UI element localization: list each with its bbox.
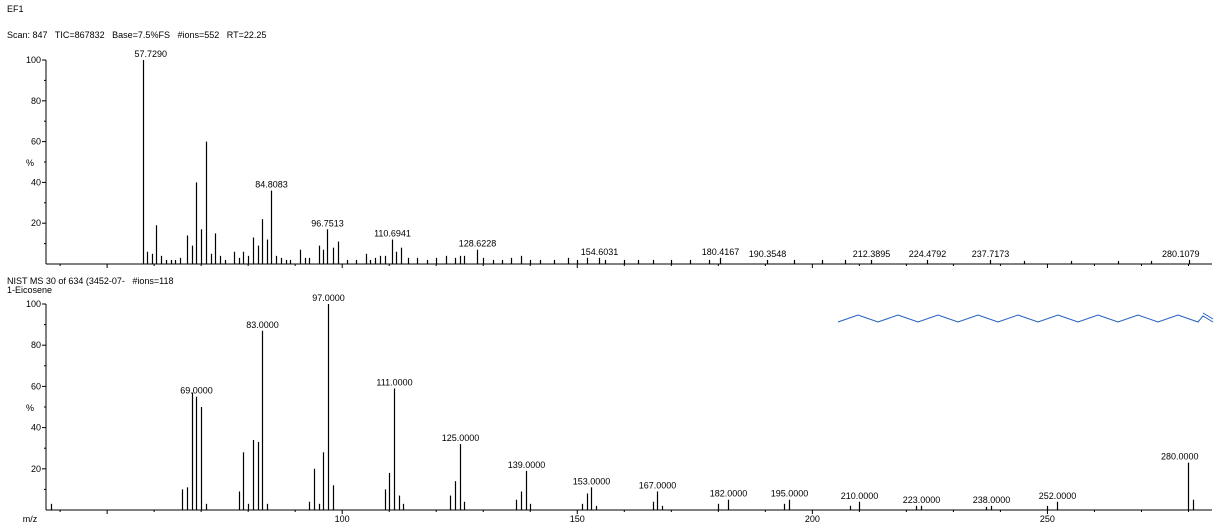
compound-name: 1-Eicosene <box>7 285 53 295</box>
peak-label: 139.0000 <box>508 460 546 470</box>
scan-info: Scan: 847 TIC=867832 Base=7.5%FS #ions=5… <box>7 30 267 40</box>
peak-label: 182.0000 <box>710 489 748 499</box>
y-tick-label: 60 <box>31 137 41 147</box>
peak-label: 69.0000 <box>180 386 213 396</box>
peak-label: 212.3895 <box>853 249 891 259</box>
y-tick-label: 100 <box>26 299 41 309</box>
y-tick-label: 20 <box>31 464 41 474</box>
y-tick-label: 20 <box>31 218 41 228</box>
x-axis-label: m/z <box>23 514 38 523</box>
x-tick-label: 100 <box>335 514 350 523</box>
peak-label: 111.0000 <box>376 377 412 387</box>
peak-label: 153.0000 <box>573 476 611 486</box>
eicosene-structure-drawing <box>837 314 1214 323</box>
peak-label: 128.6228 <box>459 239 497 249</box>
peak-label: 84.8083 <box>255 180 288 190</box>
y-tick-label: 40 <box>31 423 41 433</box>
library-info: NIST MS 30 of 634 (3452-07- #ions=118 <box>7 276 174 286</box>
library-spectrum-panel: 20 40 60 80 100% 100 150 200 250 m/z 69.0000 83.000… <box>23 293 1212 523</box>
peak-label: 125.0000 <box>442 433 480 443</box>
peak-label: 280.1079 <box>1162 249 1200 259</box>
x-tick-label: 150 <box>570 514 585 523</box>
peak-label: 96.7513 <box>311 218 344 228</box>
double-bond-line <box>1202 312 1214 320</box>
y-tick-label: 80 <box>31 96 41 106</box>
peak-label: 97.0000 <box>312 293 345 303</box>
measured-spectrum-panel: 20 40 60 80 100% 57.7290 84.8083 96.7513 110.694… <box>26 49 1212 268</box>
y-unit-label: % <box>26 158 34 168</box>
peak-label: 238.0000 <box>973 495 1011 505</box>
peak-label: 252.0000 <box>1039 491 1077 501</box>
x-tick-label: 200 <box>805 514 820 523</box>
peak-label: 154.6031 <box>581 247 619 257</box>
peak-label: 180.4167 <box>702 247 740 257</box>
peak-label: 224.4792 <box>909 249 947 259</box>
y-tick-label: 100 <box>26 55 41 65</box>
y-tick-label: 60 <box>31 381 41 391</box>
y-tick-label: 40 <box>31 177 41 187</box>
peak-label: 223.0000 <box>903 495 941 505</box>
peak-label: 190.3548 <box>749 249 787 259</box>
y-tick-label: 80 <box>31 340 41 350</box>
peak-label: 210.0000 <box>841 491 879 501</box>
peak-label: 237.7173 <box>972 249 1010 259</box>
x-tick-label: 250 <box>1040 514 1055 523</box>
peak-label: 110.6941 <box>374 229 411 239</box>
peak-label: 167.0000 <box>639 480 677 490</box>
peak-label: 83.0000 <box>246 320 279 330</box>
y-unit-label: % <box>26 403 34 413</box>
peak-label: 195.0000 <box>771 489 809 499</box>
peak-label: 57.7290 <box>135 49 168 59</box>
peak-label: 280.0000 <box>1161 452 1199 462</box>
window-title: EF1 <box>7 4 24 14</box>
